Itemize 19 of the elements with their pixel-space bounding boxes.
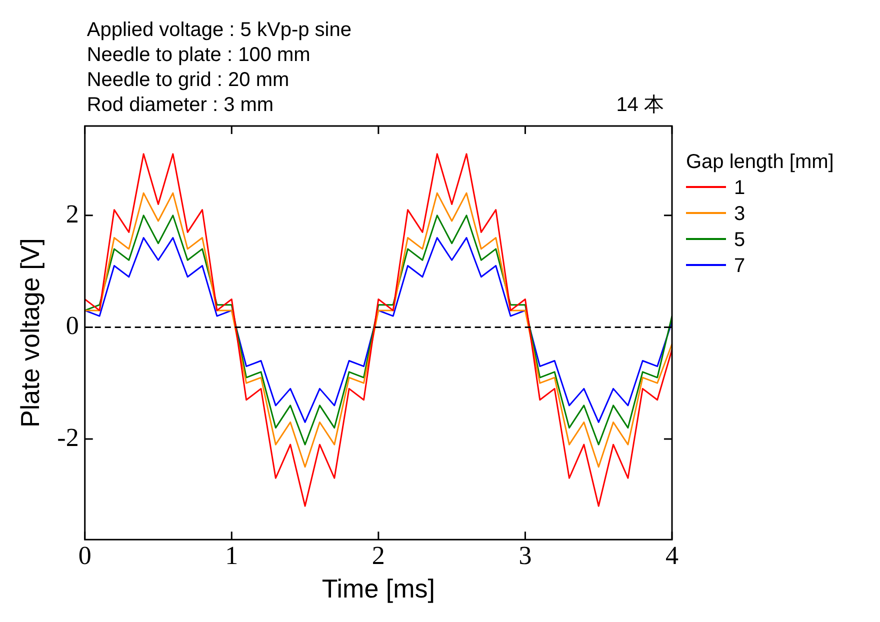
text: Needle to plate : 100 mm [86,44,310,66]
y-tick-label: -2 [57,422,79,452]
text: Rod diameter : 3 mm [86,94,274,116]
x-tick-label: 1 [225,541,238,570]
x-tick-label: 4 [666,541,678,570]
y-tick-label: 2 [66,199,79,228]
text: Applied voltage : 5 kVp-p sine [86,19,352,41]
legend-label: 1 [734,177,746,199]
legend-label: 5 [734,229,746,251]
x-tick-label: 2 [372,541,385,570]
legend-title: Gap length [mm] [686,151,834,173]
legend-label: 7 [734,255,746,277]
x-axis-title: Time [ms] [322,574,435,604]
x-tick-label: 3 [518,541,532,570]
text: 14 本 [616,94,664,116]
y-tick-label: 0 [66,311,79,340]
legend-label: 3 [734,203,746,225]
text: Needle to grid : 20 mm [86,69,290,91]
y-axis-title: Plate voltage [V] [14,238,45,428]
